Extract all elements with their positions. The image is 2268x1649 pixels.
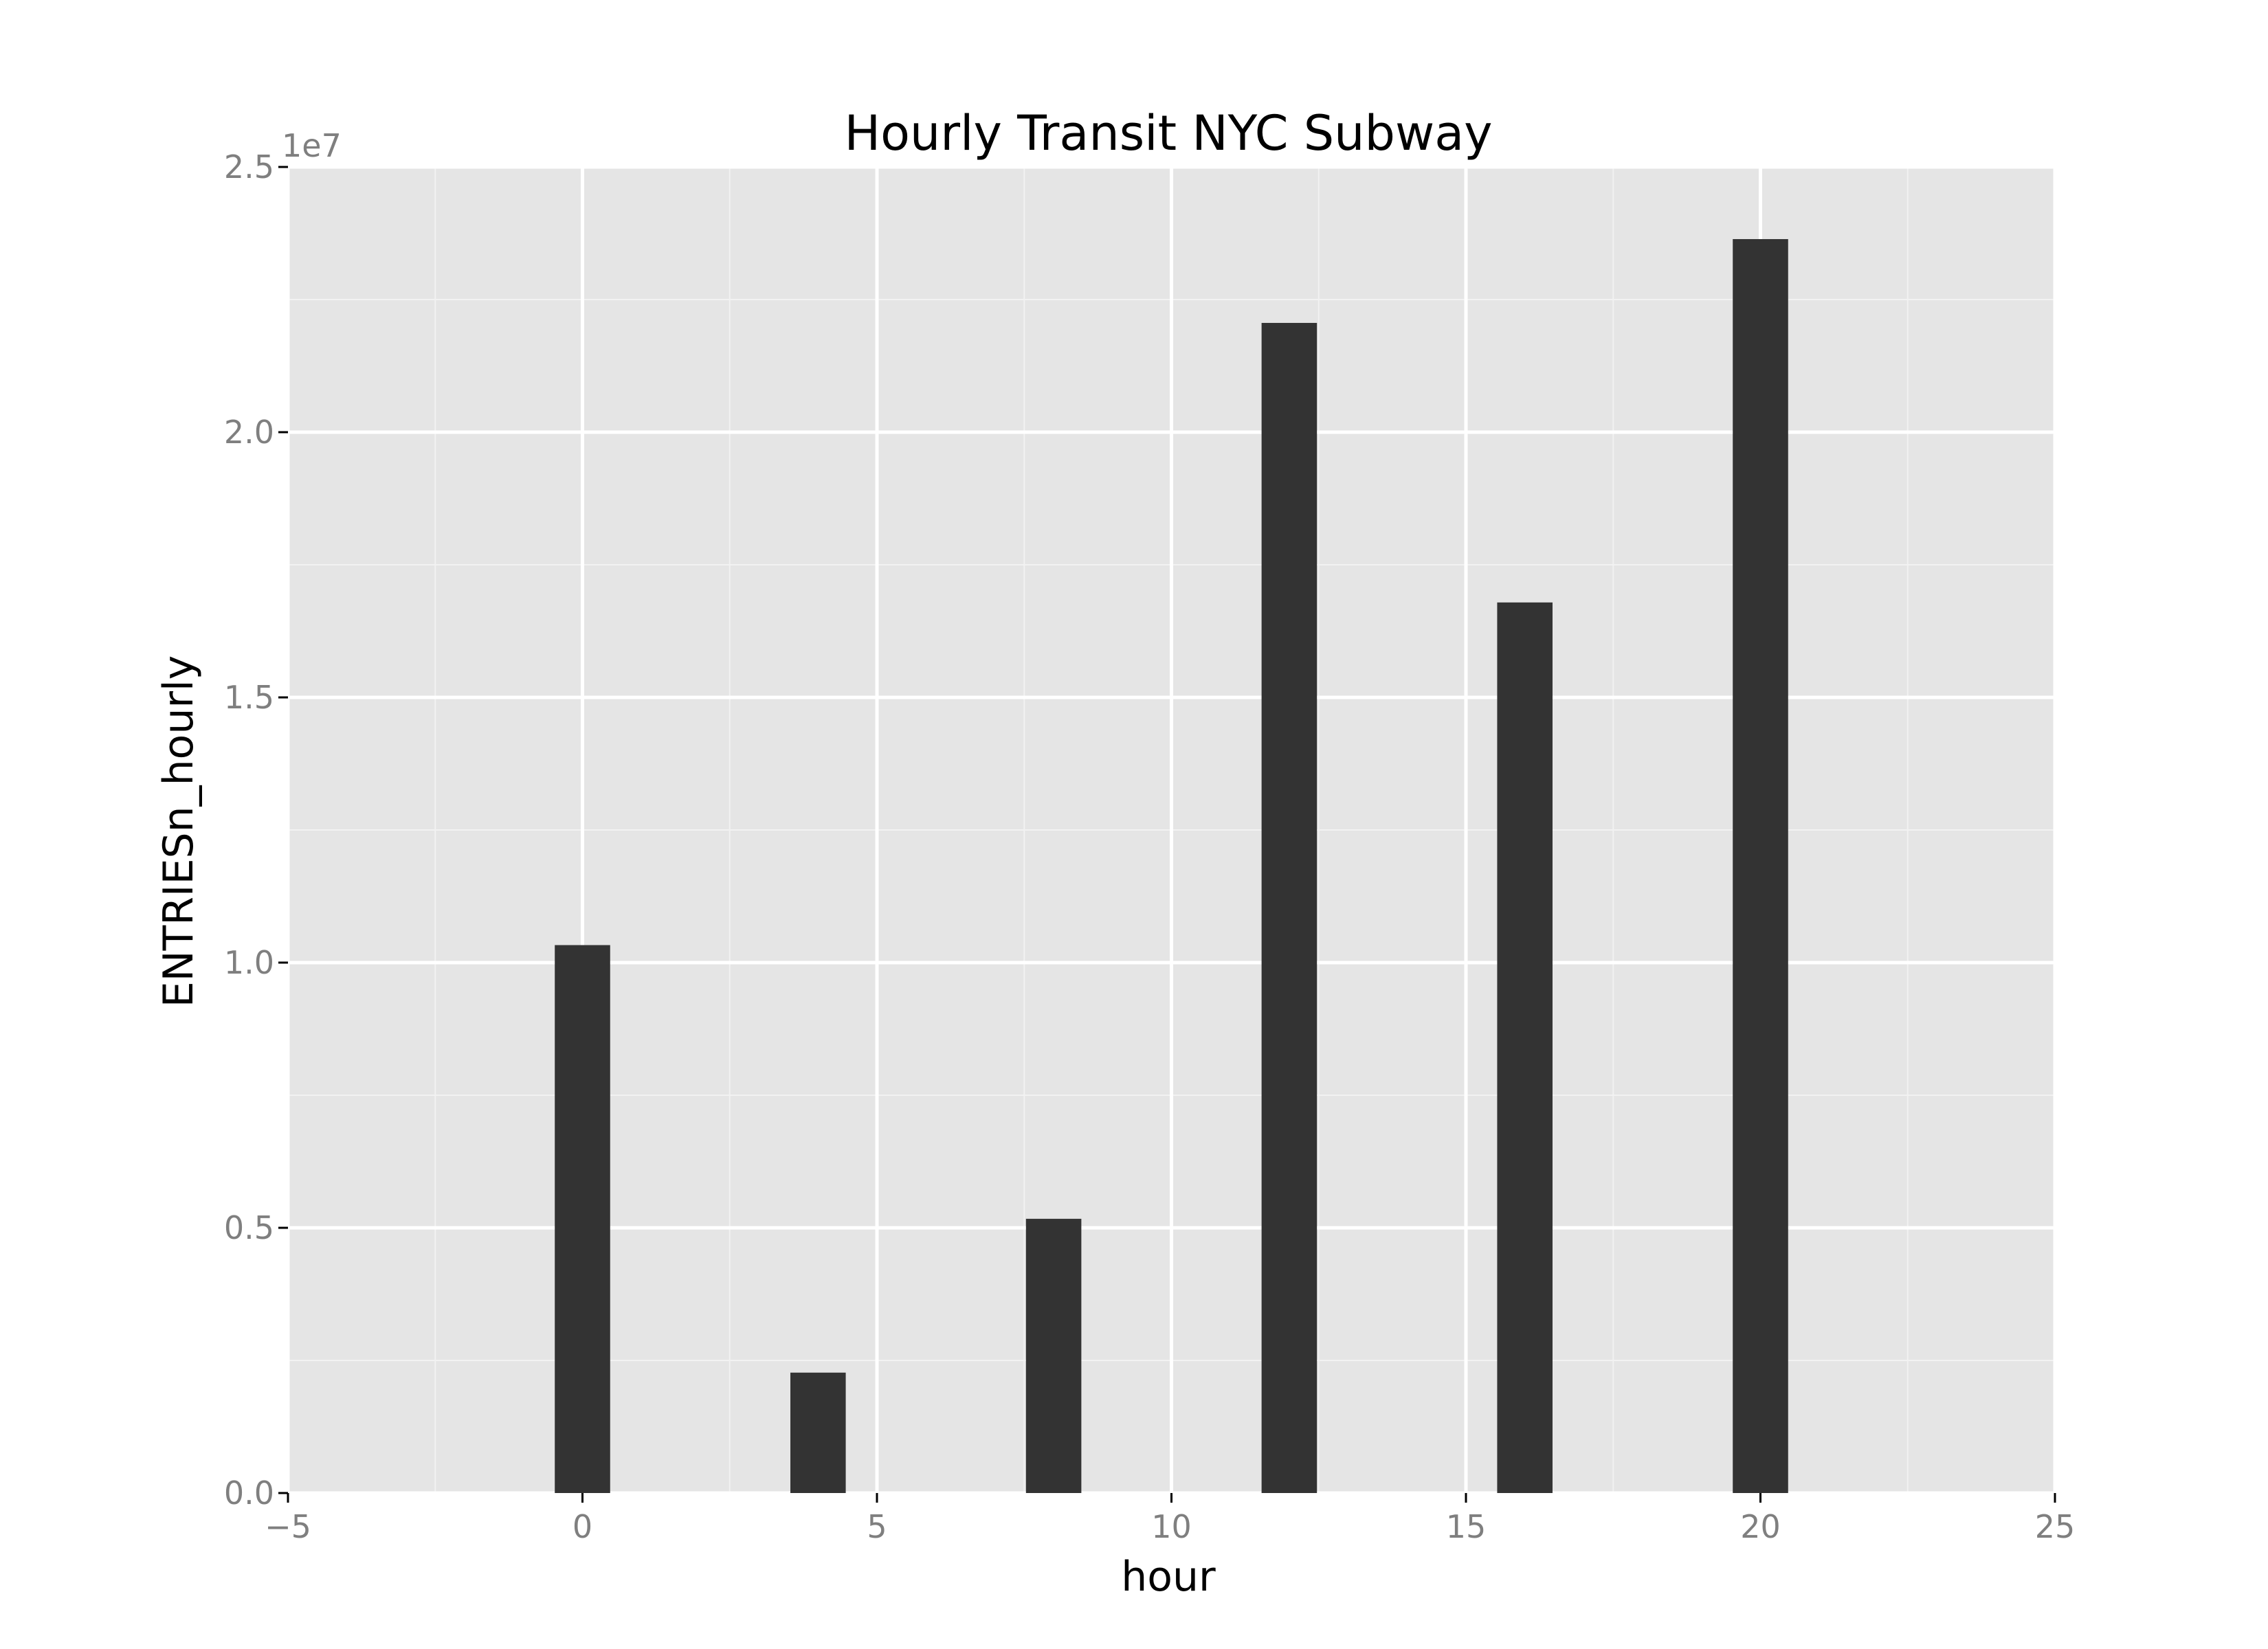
bar [1025, 1218, 1082, 1493]
bar [1261, 322, 1318, 1493]
plot-panel [286, 165, 2057, 1495]
y-tick-label: 0.0 [224, 1474, 274, 1512]
y-axis-offset-label: 1e7 [282, 127, 342, 164]
y-tick-label: 2.0 [224, 414, 274, 451]
x-tick-label: 10 [1151, 1508, 1192, 1545]
x-tick-label: −5 [265, 1508, 311, 1545]
bar [555, 945, 610, 1493]
bars [555, 238, 1788, 1494]
y-axis-label: ENTRIESn_hourly [155, 655, 203, 1007]
x-axis-label: hour [1121, 1553, 1216, 1601]
x-tick-label: 20 [1740, 1508, 1781, 1545]
y-tick-label: 2.5 [224, 148, 274, 186]
bar [790, 1372, 846, 1493]
bar [1497, 602, 1553, 1493]
y-tick-label: 1.5 [224, 679, 274, 716]
chart-title: Hourly Transit NYC Subway [844, 105, 1492, 161]
x-tick-label: 15 [1446, 1508, 1487, 1545]
y-tick-label: 1.0 [224, 944, 274, 981]
axes: −5 0 5 10 15 20 25 0.0 0.5 1.0 1.5 2.0 2.5 [224, 148, 2075, 1545]
x-tick-label: 0 [572, 1508, 592, 1545]
y-tick-label: 0.5 [224, 1209, 274, 1246]
bar [1733, 238, 1788, 1494]
x-tick-label: 5 [867, 1508, 887, 1545]
x-tick-label: 25 [2035, 1508, 2076, 1545]
